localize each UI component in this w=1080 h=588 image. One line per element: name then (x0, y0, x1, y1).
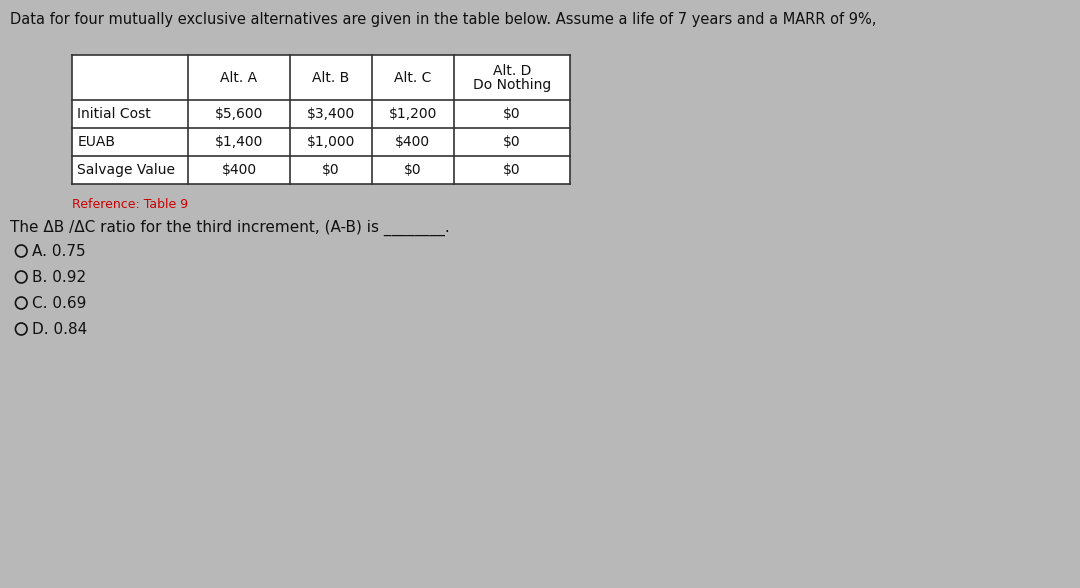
Text: $0: $0 (503, 107, 521, 121)
Bar (72, 55, 570, 184)
Text: $1,200: $1,200 (389, 107, 437, 121)
Text: Alt. C: Alt. C (394, 71, 432, 85)
Text: Data for four mutually exclusive alternatives are given in the table below. Assu: Data for four mutually exclusive alterna… (10, 12, 876, 27)
Text: Reference: Table 9: Reference: Table 9 (72, 198, 189, 211)
Text: B. 0.92: B. 0.92 (32, 269, 86, 285)
Text: Initial Cost: Initial Cost (78, 107, 151, 121)
Text: $5,600: $5,600 (215, 107, 264, 121)
Text: $1,400: $1,400 (215, 135, 264, 149)
Text: $400: $400 (221, 163, 257, 177)
Text: Alt. B: Alt. B (312, 71, 349, 85)
Text: A. 0.75: A. 0.75 (32, 243, 85, 259)
Text: $0: $0 (503, 135, 521, 149)
Text: $0: $0 (322, 163, 339, 177)
Text: Salvage Value: Salvage Value (78, 163, 175, 177)
Text: Alt. D: Alt. D (492, 64, 531, 78)
Text: D. 0.84: D. 0.84 (32, 322, 87, 336)
Text: $400: $400 (395, 135, 430, 149)
Text: $3,400: $3,400 (307, 107, 355, 121)
Text: $1,000: $1,000 (307, 135, 355, 149)
Text: $0: $0 (404, 163, 421, 177)
Text: Alt. A: Alt. A (220, 71, 257, 85)
Text: EUAB: EUAB (78, 135, 116, 149)
Text: Do Nothing: Do Nothing (473, 78, 551, 92)
Text: C. 0.69: C. 0.69 (32, 296, 86, 310)
Text: $0: $0 (503, 163, 521, 177)
Text: The ΔB /ΔC ratio for the third increment, (A-B) is ________.: The ΔB /ΔC ratio for the third increment… (10, 220, 449, 236)
